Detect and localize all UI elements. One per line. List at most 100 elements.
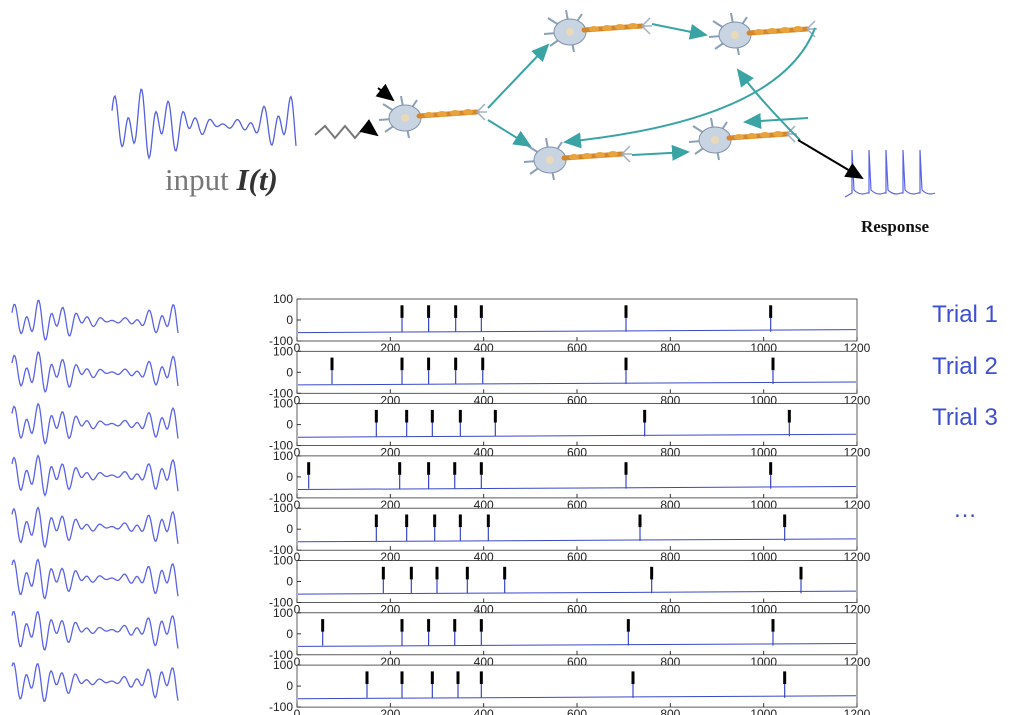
myelin: [773, 131, 783, 137]
spike-marker: [466, 567, 469, 580]
nucleus: [546, 156, 554, 164]
axon-terminal: [642, 26, 650, 34]
spike-marker: [375, 515, 378, 528]
spike-marker: [625, 358, 628, 371]
spike-marker: [331, 358, 334, 371]
spike-marker: [454, 358, 457, 371]
spike-marker: [643, 410, 646, 423]
response-trace: [845, 150, 935, 197]
spike-marker: [453, 619, 456, 632]
x-tick-label: 200: [380, 707, 400, 715]
myelin: [747, 133, 757, 139]
y-tick-label: 100: [273, 397, 293, 411]
trial-input-waveform: [12, 456, 178, 496]
spike-marker: [788, 410, 791, 423]
spike-marker: [503, 567, 506, 580]
spike-marker: [453, 462, 456, 475]
nucleus: [711, 136, 719, 144]
axon-terminal: [622, 146, 630, 154]
myelin: [437, 111, 447, 117]
x-tick-label: 800: [660, 707, 680, 715]
myelin: [450, 110, 460, 116]
nucleus: [401, 114, 409, 122]
y-tick-label: 0: [286, 418, 293, 432]
spike-marker: [625, 462, 628, 475]
spike-marker: [480, 671, 483, 684]
spike-marker: [494, 410, 497, 423]
y-tick-label: 100: [273, 501, 293, 515]
spike-marker: [375, 410, 378, 423]
y-tick-label: 100: [273, 344, 293, 358]
myelin: [602, 25, 612, 31]
x-tick-label: 400: [474, 707, 494, 715]
connection-arrow: [745, 118, 808, 122]
y-tick-label: 0: [286, 575, 293, 589]
trial-input-waveform: [12, 404, 178, 444]
spike-marker: [427, 462, 430, 475]
spike-marker: [382, 567, 385, 580]
trial-label: Trial 1: [932, 301, 998, 328]
trial-input-waveform: [12, 352, 178, 392]
axon-terminal: [622, 154, 630, 162]
myelin: [628, 23, 638, 29]
spike-marker: [431, 671, 434, 684]
spike-marker: [410, 567, 413, 580]
spike-marker: [459, 515, 462, 528]
spike-marker: [769, 305, 772, 318]
spike-marker: [480, 462, 483, 475]
connection-arrow: [378, 88, 393, 100]
y-tick-label: 0: [286, 365, 293, 379]
myelin: [569, 154, 579, 160]
connection-arrow: [652, 24, 706, 35]
spike-marker: [431, 410, 434, 423]
plot-frame: [297, 404, 857, 446]
myelin: [615, 24, 625, 30]
trial-label: Trial 2: [932, 353, 998, 380]
trial-label: …: [953, 496, 977, 523]
spike-marker: [405, 515, 408, 528]
spike-marker: [436, 567, 439, 580]
y-tick-label: 100: [273, 554, 293, 568]
axon-terminal: [807, 21, 815, 29]
connection-arrow: [488, 45, 548, 108]
axon-terminal: [787, 134, 795, 142]
neuron: [689, 118, 797, 160]
spike-marker: [772, 358, 775, 371]
myelin: [767, 28, 777, 34]
figure: input I(t) Response -1000100020040060080…: [0, 0, 1017, 715]
connection-arrow: [738, 70, 800, 140]
spike-marker: [401, 358, 404, 371]
myelin: [793, 26, 803, 32]
trial-input-waveform: [12, 508, 178, 548]
spike-marker: [398, 462, 401, 475]
trial-input-waveform: [12, 301, 178, 340]
plot-frame: [297, 299, 857, 341]
response-label: Response: [861, 217, 929, 236]
spike-marker: [401, 619, 404, 632]
axon-terminal: [477, 104, 485, 112]
network-diagram: input I(t) Response: [105, 78, 929, 236]
axon-terminal: [477, 112, 485, 120]
input-symbol: I(t): [235, 162, 277, 197]
spike-marker: [480, 619, 483, 632]
x-tick-label: 1200: [844, 707, 871, 715]
spike-marker: [454, 305, 457, 318]
myelin: [463, 109, 473, 115]
spike-marker: [405, 410, 408, 423]
x-tick-label: 0: [294, 707, 301, 715]
plot-frame: [297, 665, 857, 707]
nucleus: [731, 31, 739, 39]
spike-marker: [401, 305, 404, 318]
neuron: [379, 96, 487, 138]
spike-marker: [487, 515, 490, 528]
axon-terminal: [642, 18, 650, 26]
spike-marker: [401, 671, 404, 684]
spike-marker: [427, 305, 430, 318]
myelin: [589, 26, 599, 32]
spike-marker: [627, 619, 630, 632]
spike-marker: [800, 567, 803, 580]
y-tick-label: 0: [286, 313, 293, 327]
trial-input-waveform: [12, 663, 178, 701]
y-tick-label: 100: [273, 449, 293, 463]
